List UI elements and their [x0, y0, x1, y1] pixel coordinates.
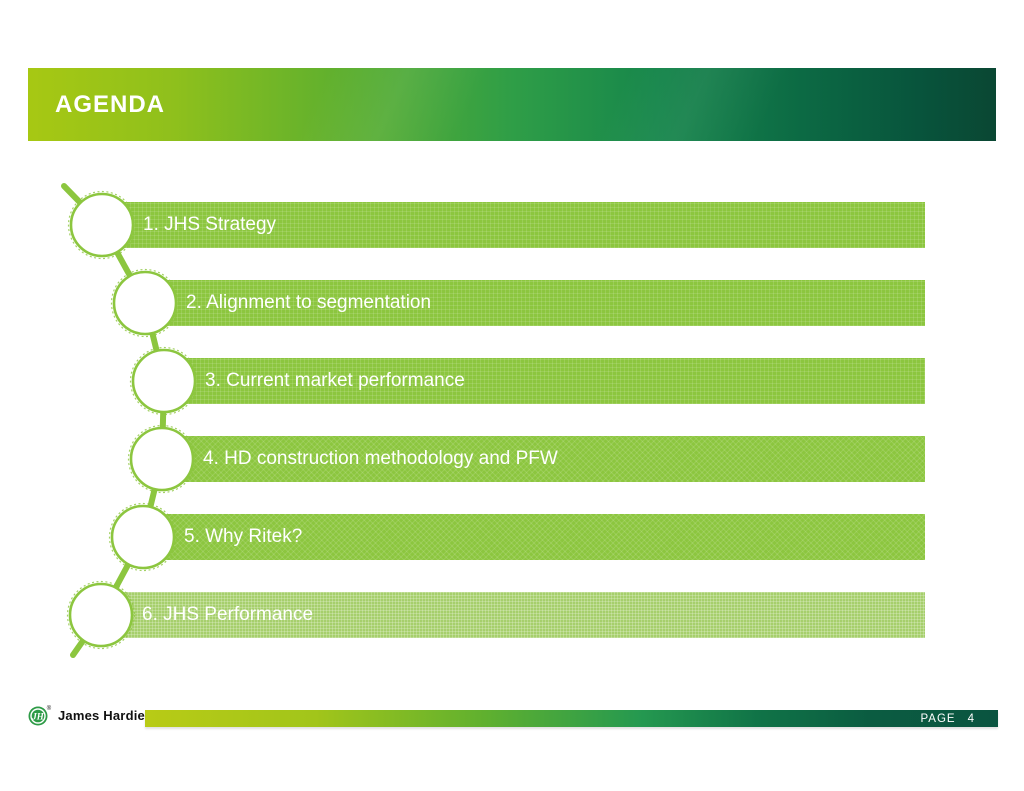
- page-number: 4: [967, 712, 974, 725]
- footer-gradient-bar: PAGE 4: [145, 710, 998, 727]
- step-circles: [66, 190, 199, 650]
- page-label: PAGE: [920, 712, 956, 725]
- brand-logo: JH ® James Hardie: [28, 704, 145, 726]
- agenda-item-3-label: 3. Current market performance: [205, 370, 465, 391]
- james-hardie-logo-icon: JH ®: [28, 705, 52, 726]
- connector-line: [61, 183, 167, 658]
- agenda-item-5: 5. Why Ritek?: [143, 514, 925, 560]
- brand-name: James Hardie: [58, 707, 145, 723]
- slide-header: AGENDA: [28, 68, 996, 141]
- agenda-item-3: 3. Current market performance: [164, 358, 925, 404]
- agenda-item-1: 1. JHS Strategy: [102, 202, 925, 248]
- logo-monogram: JH: [31, 712, 45, 722]
- registered-mark: ®: [47, 705, 52, 712]
- agenda-item-6-label: 6. JHS Performance: [142, 604, 314, 625]
- page-title: AGENDA: [55, 91, 166, 118]
- agenda-item-4: 4. HD construction methodology and PFW: [162, 436, 925, 482]
- agenda-item-2: 2. Alignment to segmentation: [145, 280, 925, 326]
- agenda-item-5-label: 5. Why Ritek?: [184, 526, 303, 547]
- agenda-item-6: 6. JHS Performance: [101, 592, 925, 638]
- agenda-item-4-label: 4. HD construction methodology and PFW: [203, 448, 558, 469]
- agenda-item-1-label: 1. JHS Strategy: [143, 214, 277, 235]
- agenda-item-2-label: 2. Alignment to segmentation: [186, 292, 432, 313]
